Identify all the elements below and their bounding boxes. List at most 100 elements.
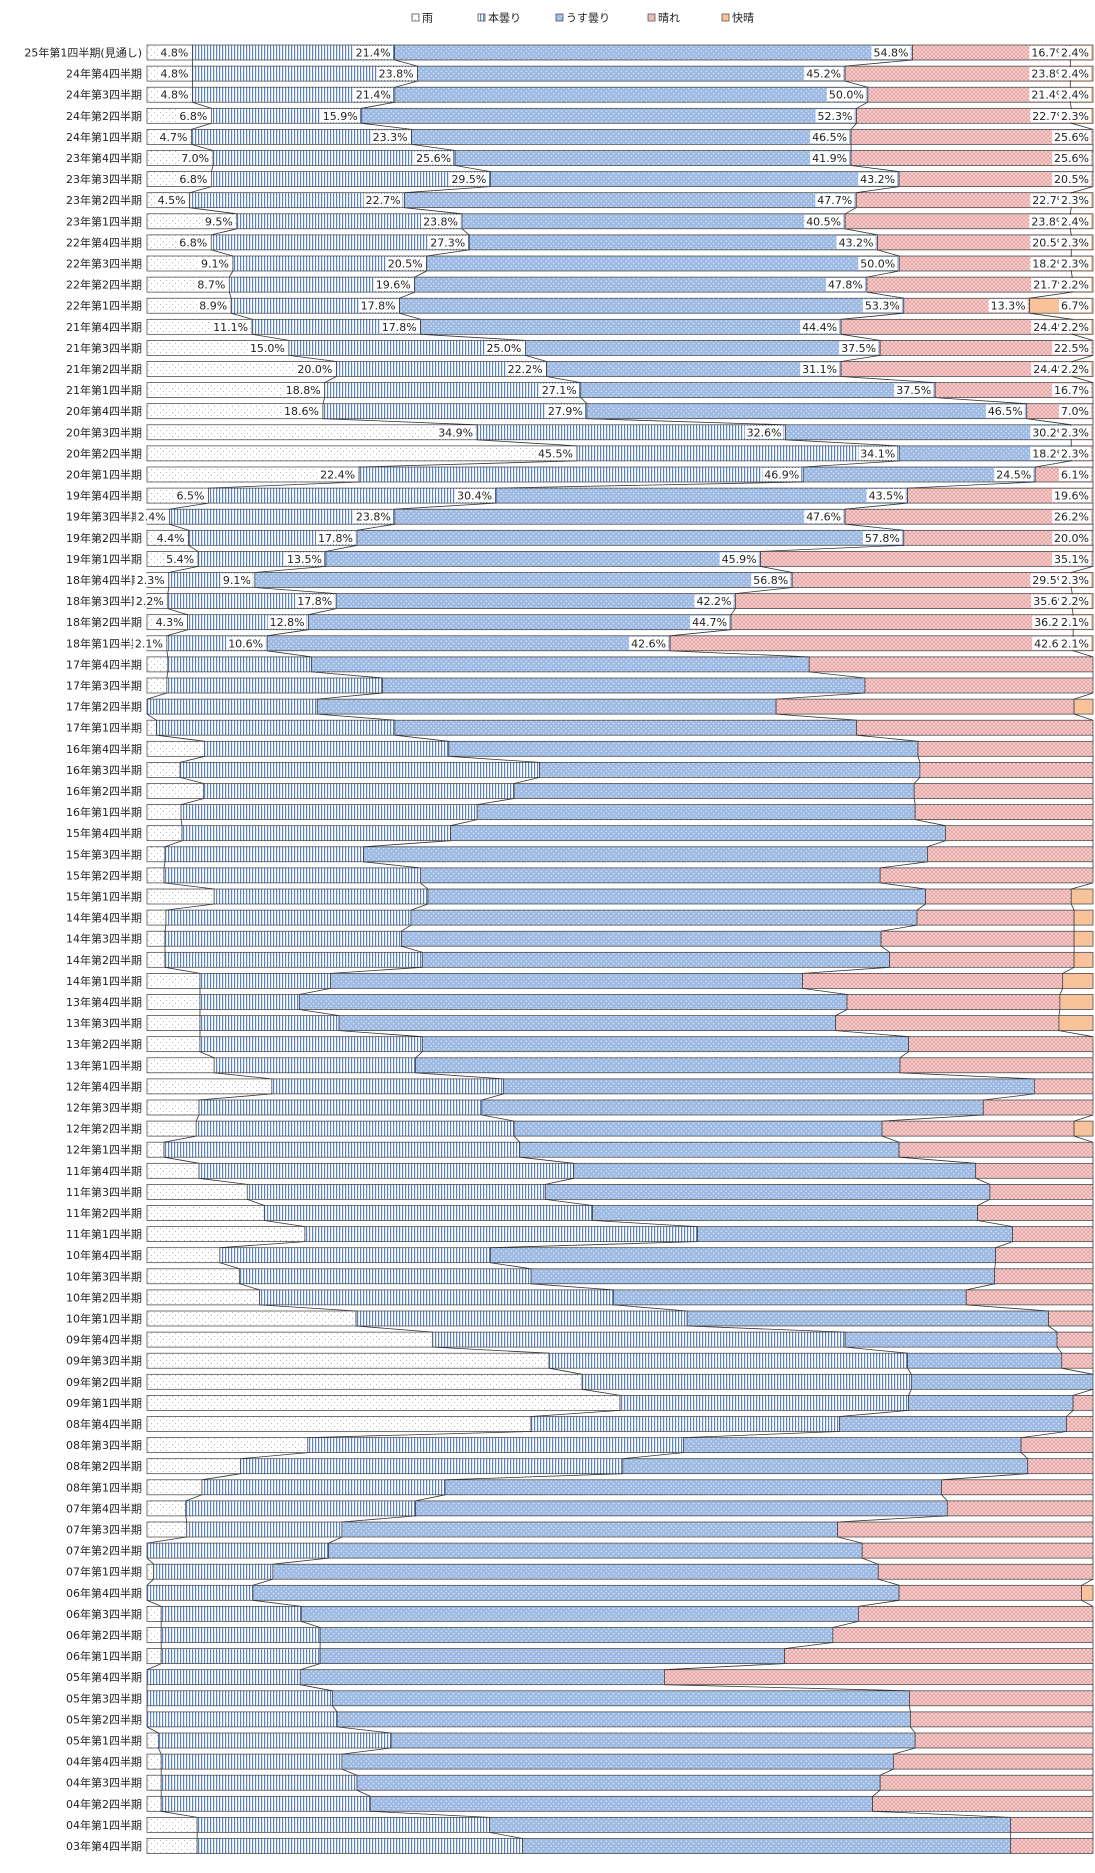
data-label-bg [134, 573, 167, 587]
series-line [880, 861, 928, 869]
data-label-bg [1029, 46, 1069, 59]
category-label: 06年第1四半期 [66, 1649, 142, 1663]
data-label-bg [202, 214, 235, 228]
series-line [322, 397, 326, 404]
data-label: 2.1% [135, 637, 163, 650]
data-label: 23.8% [423, 215, 458, 228]
bar-segment [186, 1521, 343, 1538]
bar-segment [448, 740, 919, 757]
data-label: 2.3% [1061, 110, 1089, 123]
series-line [586, 418, 786, 426]
series-line [264, 1220, 306, 1227]
bar-segment [146, 1795, 162, 1812]
series-line [185, 1515, 188, 1523]
bar-segment [146, 1057, 215, 1074]
data-label-bg [199, 257, 231, 270]
series-line [802, 966, 890, 974]
category-label: 08年第1四半期 [66, 1480, 142, 1494]
category-label: 07年第1四半期 [66, 1565, 142, 1579]
series-line [548, 1367, 583, 1375]
legend-label-0: 雨 [422, 12, 433, 25]
data-label: 50.0% [829, 89, 864, 102]
series-line [844, 207, 857, 215]
data-label: 25.6% [416, 152, 451, 165]
bar-segment [414, 276, 868, 293]
bar-segment [994, 1268, 1094, 1285]
data-label-bg [1059, 615, 1091, 629]
category-label: 17年第1四半期 [66, 721, 142, 735]
data-label-bg [358, 299, 398, 313]
series-line [1061, 1367, 1094, 1375]
series-line [841, 355, 881, 362]
series-line [247, 1199, 265, 1206]
bar-segment [417, 65, 846, 82]
series-line [394, 59, 418, 67]
series-line [324, 376, 337, 383]
series-line [1059, 988, 1064, 995]
bar-segment [489, 1817, 1012, 1833]
data-label-bg [858, 446, 898, 460]
bar-segment [330, 973, 803, 989]
series-line [941, 1494, 948, 1502]
data-label-bg [539, 383, 579, 397]
series-line [835, 1009, 848, 1016]
category-label: 04年第2四半期 [66, 1797, 142, 1811]
data-label: 2.3% [1061, 426, 1089, 439]
series-line [913, 798, 916, 805]
bar-segment [390, 1732, 916, 1749]
data-label-bg [133, 594, 166, 608]
category-label: 12年第1四半期 [66, 1143, 142, 1157]
data-label: 11.1% [213, 321, 248, 334]
bar-segment [146, 1416, 532, 1432]
data-label: 52.3% [818, 110, 853, 123]
series-line [399, 291, 415, 299]
series-line [432, 1346, 550, 1354]
bar-segment [146, 1289, 260, 1306]
bar-segment [196, 1838, 523, 1854]
series-line [1081, 1599, 1094, 1607]
data-label: 2.4% [1061, 68, 1089, 81]
bar-segment [394, 44, 913, 61]
bar-segment [1058, 1015, 1094, 1031]
series-line [879, 1768, 894, 1776]
data-label-bg [285, 552, 324, 566]
bar-segment [908, 1036, 1094, 1053]
bar-segment [311, 656, 810, 673]
data-label: 9.1% [223, 574, 251, 587]
bar-segment [911, 1373, 1094, 1390]
category-label: 10年第2四半期 [66, 1290, 142, 1304]
series-line [977, 1220, 1013, 1227]
series-line [477, 798, 515, 805]
bar-segment [299, 1669, 665, 1686]
bar-segment [669, 635, 1074, 652]
series-line [167, 587, 170, 594]
data-label-bg [985, 404, 1025, 418]
category-label: 17年第4四半期 [66, 657, 142, 671]
series-line [228, 291, 232, 299]
data-label-bg [282, 404, 321, 418]
data-label-bg [318, 468, 358, 481]
bar-segment [1010, 1817, 1094, 1833]
data-label-bg [353, 510, 393, 524]
bar-segment [910, 1711, 1094, 1728]
series-line [180, 819, 183, 826]
series-line [317, 713, 395, 721]
category-label: 23年第4四半期 [66, 151, 142, 165]
bar-segment [581, 1373, 912, 1390]
bar-segment [945, 825, 1094, 842]
series-line [455, 165, 491, 172]
data-label-bg [690, 615, 730, 629]
legend: 雨 本曇り うす曇り 晴れ 快晴 [411, 11, 754, 25]
data-label-bg [719, 552, 759, 566]
category-label: 13年第3四半期 [66, 1016, 142, 1030]
bar-segment [160, 1606, 302, 1622]
bar-segment [881, 1120, 1075, 1137]
data-label: 34.1% [860, 447, 895, 460]
data-label: 4.8% [160, 47, 188, 60]
data-label: 25.6% [1054, 131, 1089, 144]
bar-segment [160, 1774, 358, 1791]
bar-segment [1048, 1310, 1094, 1327]
series-line [613, 1304, 688, 1312]
category-label: 15年第1四半期 [66, 890, 142, 904]
bar-segment [252, 1584, 900, 1601]
